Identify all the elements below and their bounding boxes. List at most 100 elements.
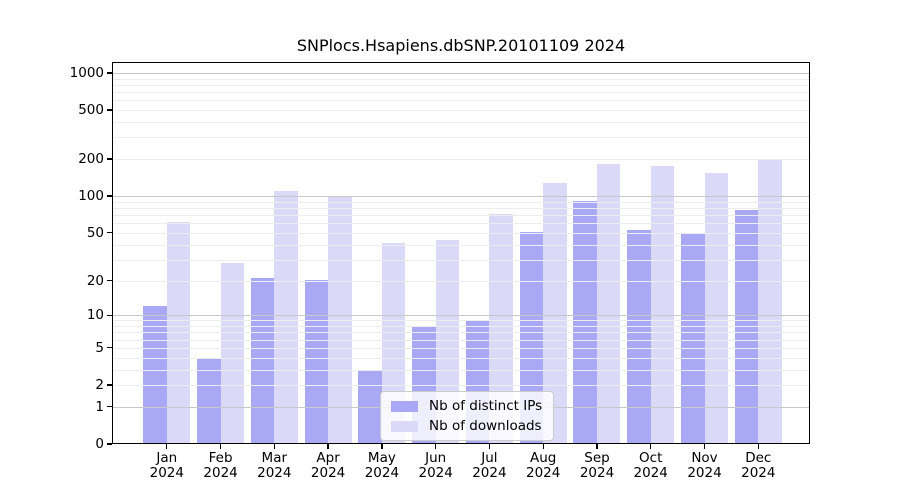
- x-tick-label-aug: Aug 2024: [526, 450, 561, 481]
- bar-oct-downloads: [650, 166, 675, 444]
- minor-gridline: [112, 369, 810, 371]
- x-tick-mark: [166, 444, 168, 449]
- bar-nov-distinct-ips: [681, 232, 705, 444]
- y-tick-mark: [107, 443, 112, 445]
- minor-gridline: [112, 122, 810, 123]
- x-tick-mark: [327, 444, 329, 449]
- x-tick-mark: [273, 444, 275, 449]
- bar-may-distinct-ips: [358, 369, 382, 444]
- minor-gridline: [112, 201, 810, 203]
- y-tick-mark: [107, 347, 112, 349]
- x-tick-mark: [381, 444, 383, 449]
- x-tick-label-dec: Dec 2024: [741, 450, 776, 481]
- major-gridline: [112, 315, 810, 317]
- bar-feb-downloads: [220, 263, 245, 444]
- bar-feb-distinct-ips: [197, 357, 221, 444]
- legend-label-downloads: Nb of downloads: [429, 418, 542, 434]
- minor-gridline: [112, 259, 810, 261]
- minor-gridline: [112, 215, 810, 216]
- x-tick-label-jan: Jan 2024: [149, 450, 184, 481]
- bar-oct-distinct-ips: [627, 229, 651, 444]
- bar-apr-distinct-ips: [304, 280, 329, 444]
- x-tick-mark: [596, 444, 598, 449]
- minor-gridline: [112, 159, 810, 161]
- gridlines: [112, 62, 810, 444]
- y-tick-label: 20: [86, 272, 104, 289]
- x-tick-label-jun: Jun 2024: [418, 450, 453, 481]
- minor-gridline: [112, 326, 810, 327]
- legend-swatch-distinct-ips: [391, 400, 418, 412]
- minor-gridline: [112, 137, 810, 139]
- x-tick-mark: [219, 444, 222, 449]
- y-tick-mark: [107, 384, 112, 386]
- chart-title: SNPlocs.Hsapiens.dbSNP.20101109 2024: [296, 36, 626, 55]
- plot-area: [112, 62, 810, 444]
- minor-gridline: [112, 385, 810, 386]
- x-tick-mark: [703, 444, 706, 449]
- minor-gridline: [112, 339, 810, 341]
- major-gridline: [112, 196, 810, 198]
- y-tick-mark: [107, 279, 112, 282]
- x-tick-label-sep: Sep 2024: [579, 450, 615, 481]
- minor-gridline: [112, 207, 810, 209]
- y-tick-mark: [107, 232, 112, 234]
- minor-gridline: [112, 232, 810, 234]
- x-tick-label-mar: Mar 2024: [257, 450, 292, 481]
- x-tick-label-oct: Oct 2024: [633, 450, 668, 481]
- y-tick-mark: [107, 72, 112, 74]
- y-tick-label: 2: [95, 377, 104, 393]
- bar-aug-downloads: [543, 183, 567, 444]
- y-tick-label: 100: [78, 188, 104, 205]
- minor-gridline: [112, 100, 810, 102]
- x-tick-label-may: May 2024: [364, 450, 400, 481]
- y-tick-label: 200: [78, 151, 104, 168]
- x-tick-label-jul: Jul 2024: [472, 450, 507, 481]
- y-tick-label: 500: [78, 102, 104, 119]
- minor-gridline: [112, 332, 810, 334]
- legend-item-distinct-ips: Nb of distinct IPs: [391, 398, 542, 414]
- y-tick-mark: [107, 158, 112, 160]
- minor-gridline: [112, 347, 810, 349]
- x-tick-label-feb: Feb 2024: [203, 450, 238, 481]
- y-tick-label: 5: [95, 339, 104, 356]
- y-tick-mark: [107, 314, 112, 316]
- y-tick-label: 0: [95, 436, 104, 452]
- x-tick-mark: [435, 444, 437, 449]
- bar-sep-downloads: [596, 163, 621, 444]
- legend-swatch-downloads: [391, 420, 418, 432]
- y-tick-label: 1: [95, 398, 104, 415]
- major-gridline: [112, 72, 810, 74]
- minor-gridline: [112, 84, 810, 86]
- minor-gridline: [112, 92, 810, 93]
- minor-gridline: [112, 357, 810, 359]
- bar-jan-distinct-ips: [143, 306, 167, 444]
- minor-gridline: [112, 110, 810, 112]
- bar-dec-downloads: [758, 159, 782, 444]
- bar-jul-downloads: [489, 213, 513, 444]
- x-tick-mark: [542, 444, 544, 449]
- x-tick-mark: [650, 444, 652, 449]
- legend-item-downloads: Nb of downloads: [391, 418, 542, 434]
- y-tick-mark: [107, 406, 112, 408]
- legend: Nb of distinct IPs Nb of downloads: [380, 391, 555, 441]
- bar-aug-distinct-ips: [519, 231, 544, 444]
- minor-gridline: [112, 244, 810, 246]
- y-tick-label: 10: [86, 307, 104, 324]
- minor-gridline: [112, 280, 810, 282]
- x-tick-mark: [757, 444, 759, 449]
- minor-gridline: [112, 223, 810, 225]
- bar-mar-downloads: [274, 191, 298, 444]
- bar-sep-distinct-ips: [573, 200, 597, 444]
- legend-label-distinct-ips: Nb of distinct IPs: [429, 398, 543, 414]
- bar-mar-distinct-ips: [250, 277, 275, 444]
- x-tick-label-nov: Nov 2024: [687, 450, 722, 481]
- bar-nov-downloads: [704, 173, 728, 444]
- minor-gridline: [112, 320, 810, 322]
- y-tick-mark: [107, 109, 112, 111]
- bar-apr-downloads: [328, 196, 352, 444]
- x-tick-label-apr: Apr 2024: [310, 450, 346, 481]
- y-tick-label: 50: [86, 224, 104, 241]
- minor-gridline: [112, 78, 810, 80]
- y-tick-label: 1000: [69, 64, 104, 81]
